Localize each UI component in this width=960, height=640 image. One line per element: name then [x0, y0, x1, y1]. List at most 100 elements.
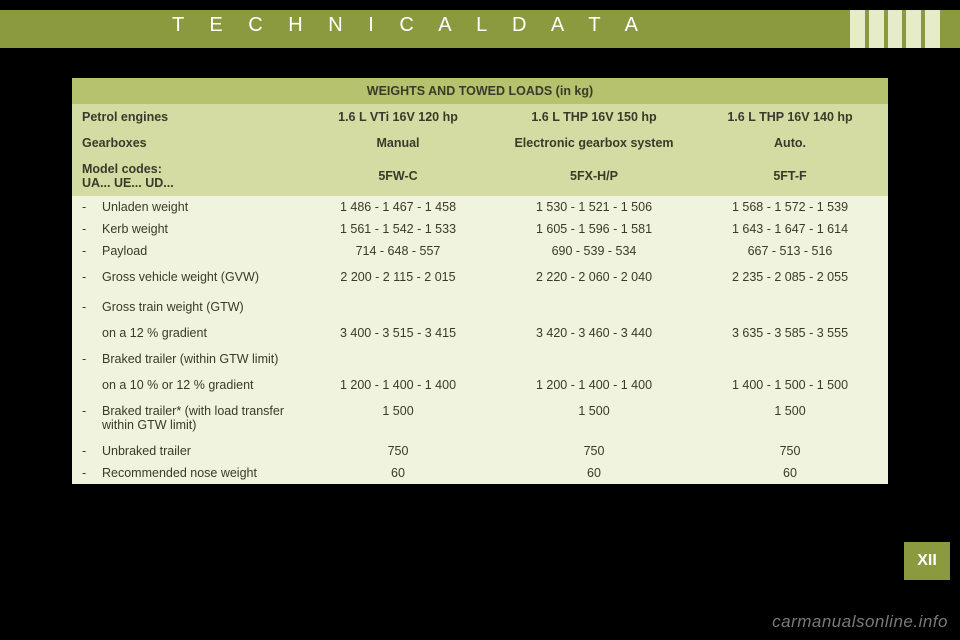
stripe — [888, 10, 903, 48]
row-dash: - — [82, 222, 102, 236]
hdr-col1: Manual — [300, 130, 496, 156]
row-v3 — [692, 292, 888, 322]
row-label-text: Unbraked trailer — [102, 444, 290, 458]
row-dash: - — [82, 270, 102, 284]
row-v1: 2 200 - 2 115 - 2 015 — [300, 262, 496, 292]
row-label: -Gross train weight (GTW) — [72, 292, 300, 322]
row-v2: 60 — [496, 462, 692, 484]
table-header-row: Model codes: UA... UE... UD... 5FW-C 5FX… — [72, 156, 888, 196]
row-v2 — [496, 292, 692, 322]
row-v2: 690 - 539 - 534 — [496, 240, 692, 262]
row-label: -Recommended nose weight — [72, 462, 300, 484]
row-dash: - — [82, 404, 102, 432]
hdr-label: Gearboxes — [72, 130, 300, 156]
row-v1: 1 500 — [300, 396, 496, 440]
row-v1: 3 400 - 3 515 - 3 415 — [300, 322, 496, 344]
hdr-label: Petrol engines — [72, 104, 300, 130]
table-row: on a 12 % gradient3 400 - 3 515 - 3 4153… — [72, 322, 888, 344]
table-row: -Braked trailer (within GTW limit) — [72, 344, 888, 374]
row-dash: - — [82, 244, 102, 258]
table-row: -Unladen weight1 486 - 1 467 - 1 4581 53… — [72, 196, 888, 218]
hdr-label: Model codes: UA... UE... UD... — [72, 156, 300, 196]
row-v3: 1 500 — [692, 396, 888, 440]
row-label-text: Gross vehicle weight (GVW) — [102, 270, 290, 284]
stripe — [925, 10, 940, 48]
row-label: -Gross vehicle weight (GVW) — [72, 262, 300, 292]
row-v2 — [496, 344, 692, 374]
stripe — [850, 10, 865, 48]
data-table: WEIGHTS AND TOWED LOADS (in kg) Petrol e… — [72, 78, 888, 484]
section-tab: XII — [904, 542, 950, 580]
row-v2: 1 605 - 1 596 - 1 581 — [496, 218, 692, 240]
row-dash — [82, 378, 102, 392]
row-label: on a 10 % or 12 % gradient — [72, 374, 300, 396]
row-v3: 3 635 - 3 585 - 3 555 — [692, 322, 888, 344]
row-v1 — [300, 344, 496, 374]
row-label: -Unbraked trailer — [72, 440, 300, 462]
row-v1: 1 561 - 1 542 - 1 533 — [300, 218, 496, 240]
table-row: -Recommended nose weight606060 — [72, 462, 888, 484]
row-v3: 667 - 513 - 516 — [692, 240, 888, 262]
row-label: -Payload — [72, 240, 300, 262]
hdr-col3: Auto. — [692, 130, 888, 156]
table-header-row: Petrol engines 1.6 L VTi 16V 120 hp 1.6 … — [72, 104, 888, 130]
row-label-text: Braked trailer* (with load transfer with… — [102, 404, 290, 432]
row-v2: 3 420 - 3 460 - 3 440 — [496, 322, 692, 344]
row-dash: - — [82, 444, 102, 458]
watermark: carmanualsonline.info — [772, 612, 948, 632]
row-label-text: Kerb weight — [102, 222, 290, 236]
stripe — [906, 10, 921, 48]
row-label: -Kerb weight — [72, 218, 300, 240]
table-row: -Unbraked trailer750750750 — [72, 440, 888, 462]
row-v3: 1 568 - 1 572 - 1 539 — [692, 196, 888, 218]
row-dash: - — [82, 200, 102, 214]
row-dash: - — [82, 466, 102, 480]
row-v1: 1 200 - 1 400 - 1 400 — [300, 374, 496, 396]
row-label: -Braked trailer* (with load transfer wit… — [72, 396, 300, 440]
stripe — [869, 10, 884, 48]
table-row: -Gross train weight (GTW) — [72, 292, 888, 322]
page-title: T E C H N I C A L D A T A — [0, 14, 820, 37]
row-v3: 1 643 - 1 647 - 1 614 — [692, 218, 888, 240]
hdr-col2: 5FX-H/P — [496, 156, 692, 196]
row-v3: 60 — [692, 462, 888, 484]
row-label: on a 12 % gradient — [72, 322, 300, 344]
hdr-col2: Electronic gearbox system — [496, 130, 692, 156]
table-row: -Payload714 - 648 - 557690 - 539 - 53466… — [72, 240, 888, 262]
hdr-col1: 5FW-C — [300, 156, 496, 196]
table-body: -Unladen weight1 486 - 1 467 - 1 4581 53… — [72, 196, 888, 484]
row-v3: 1 400 - 1 500 - 1 500 — [692, 374, 888, 396]
row-dash: - — [82, 352, 102, 366]
table-row: -Braked trailer* (with load transfer wit… — [72, 396, 888, 440]
row-label-text: Gross train weight (GTW) — [102, 300, 290, 314]
row-label-text: Payload — [102, 244, 290, 258]
row-v2: 1 200 - 1 400 - 1 400 — [496, 374, 692, 396]
row-v2: 2 220 - 2 060 - 2 040 — [496, 262, 692, 292]
row-v1: 1 486 - 1 467 - 1 458 — [300, 196, 496, 218]
row-label-text: Recommended nose weight — [102, 466, 290, 480]
table-row: -Gross vehicle weight (GVW)2 200 - 2 115… — [72, 262, 888, 292]
row-dash: - — [82, 300, 102, 314]
header-stripes — [850, 10, 940, 48]
row-v2: 1 500 — [496, 396, 692, 440]
row-label: -Braked trailer (within GTW limit) — [72, 344, 300, 374]
row-v1: 750 — [300, 440, 496, 462]
row-v1: 60 — [300, 462, 496, 484]
row-label: -Unladen weight — [72, 196, 300, 218]
row-label-text: on a 12 % gradient — [102, 326, 290, 340]
hdr-col2: 1.6 L THP 16V 150 hp — [496, 104, 692, 130]
table-title: WEIGHTS AND TOWED LOADS (in kg) — [72, 78, 888, 104]
hdr-col3: 5FT-F — [692, 156, 888, 196]
table-header-row: Gearboxes Manual Electronic gearbox syst… — [72, 130, 888, 156]
row-v3: 750 — [692, 440, 888, 462]
row-label-text: on a 10 % or 12 % gradient — [102, 378, 290, 392]
row-dash — [82, 326, 102, 340]
table-row: -Kerb weight1 561 - 1 542 - 1 5331 605 -… — [72, 218, 888, 240]
row-v2: 1 530 - 1 521 - 1 506 — [496, 196, 692, 218]
row-label-text: Unladen weight — [102, 200, 290, 214]
hdr-col3: 1.6 L THP 16V 140 hp — [692, 104, 888, 130]
table-row: on a 10 % or 12 % gradient 1 200 - 1 400 … — [72, 374, 888, 396]
hdr-col1: 1.6 L VTi 16V 120 hp — [300, 104, 496, 130]
row-v1: 714 - 648 - 557 — [300, 240, 496, 262]
row-v2: 750 — [496, 440, 692, 462]
